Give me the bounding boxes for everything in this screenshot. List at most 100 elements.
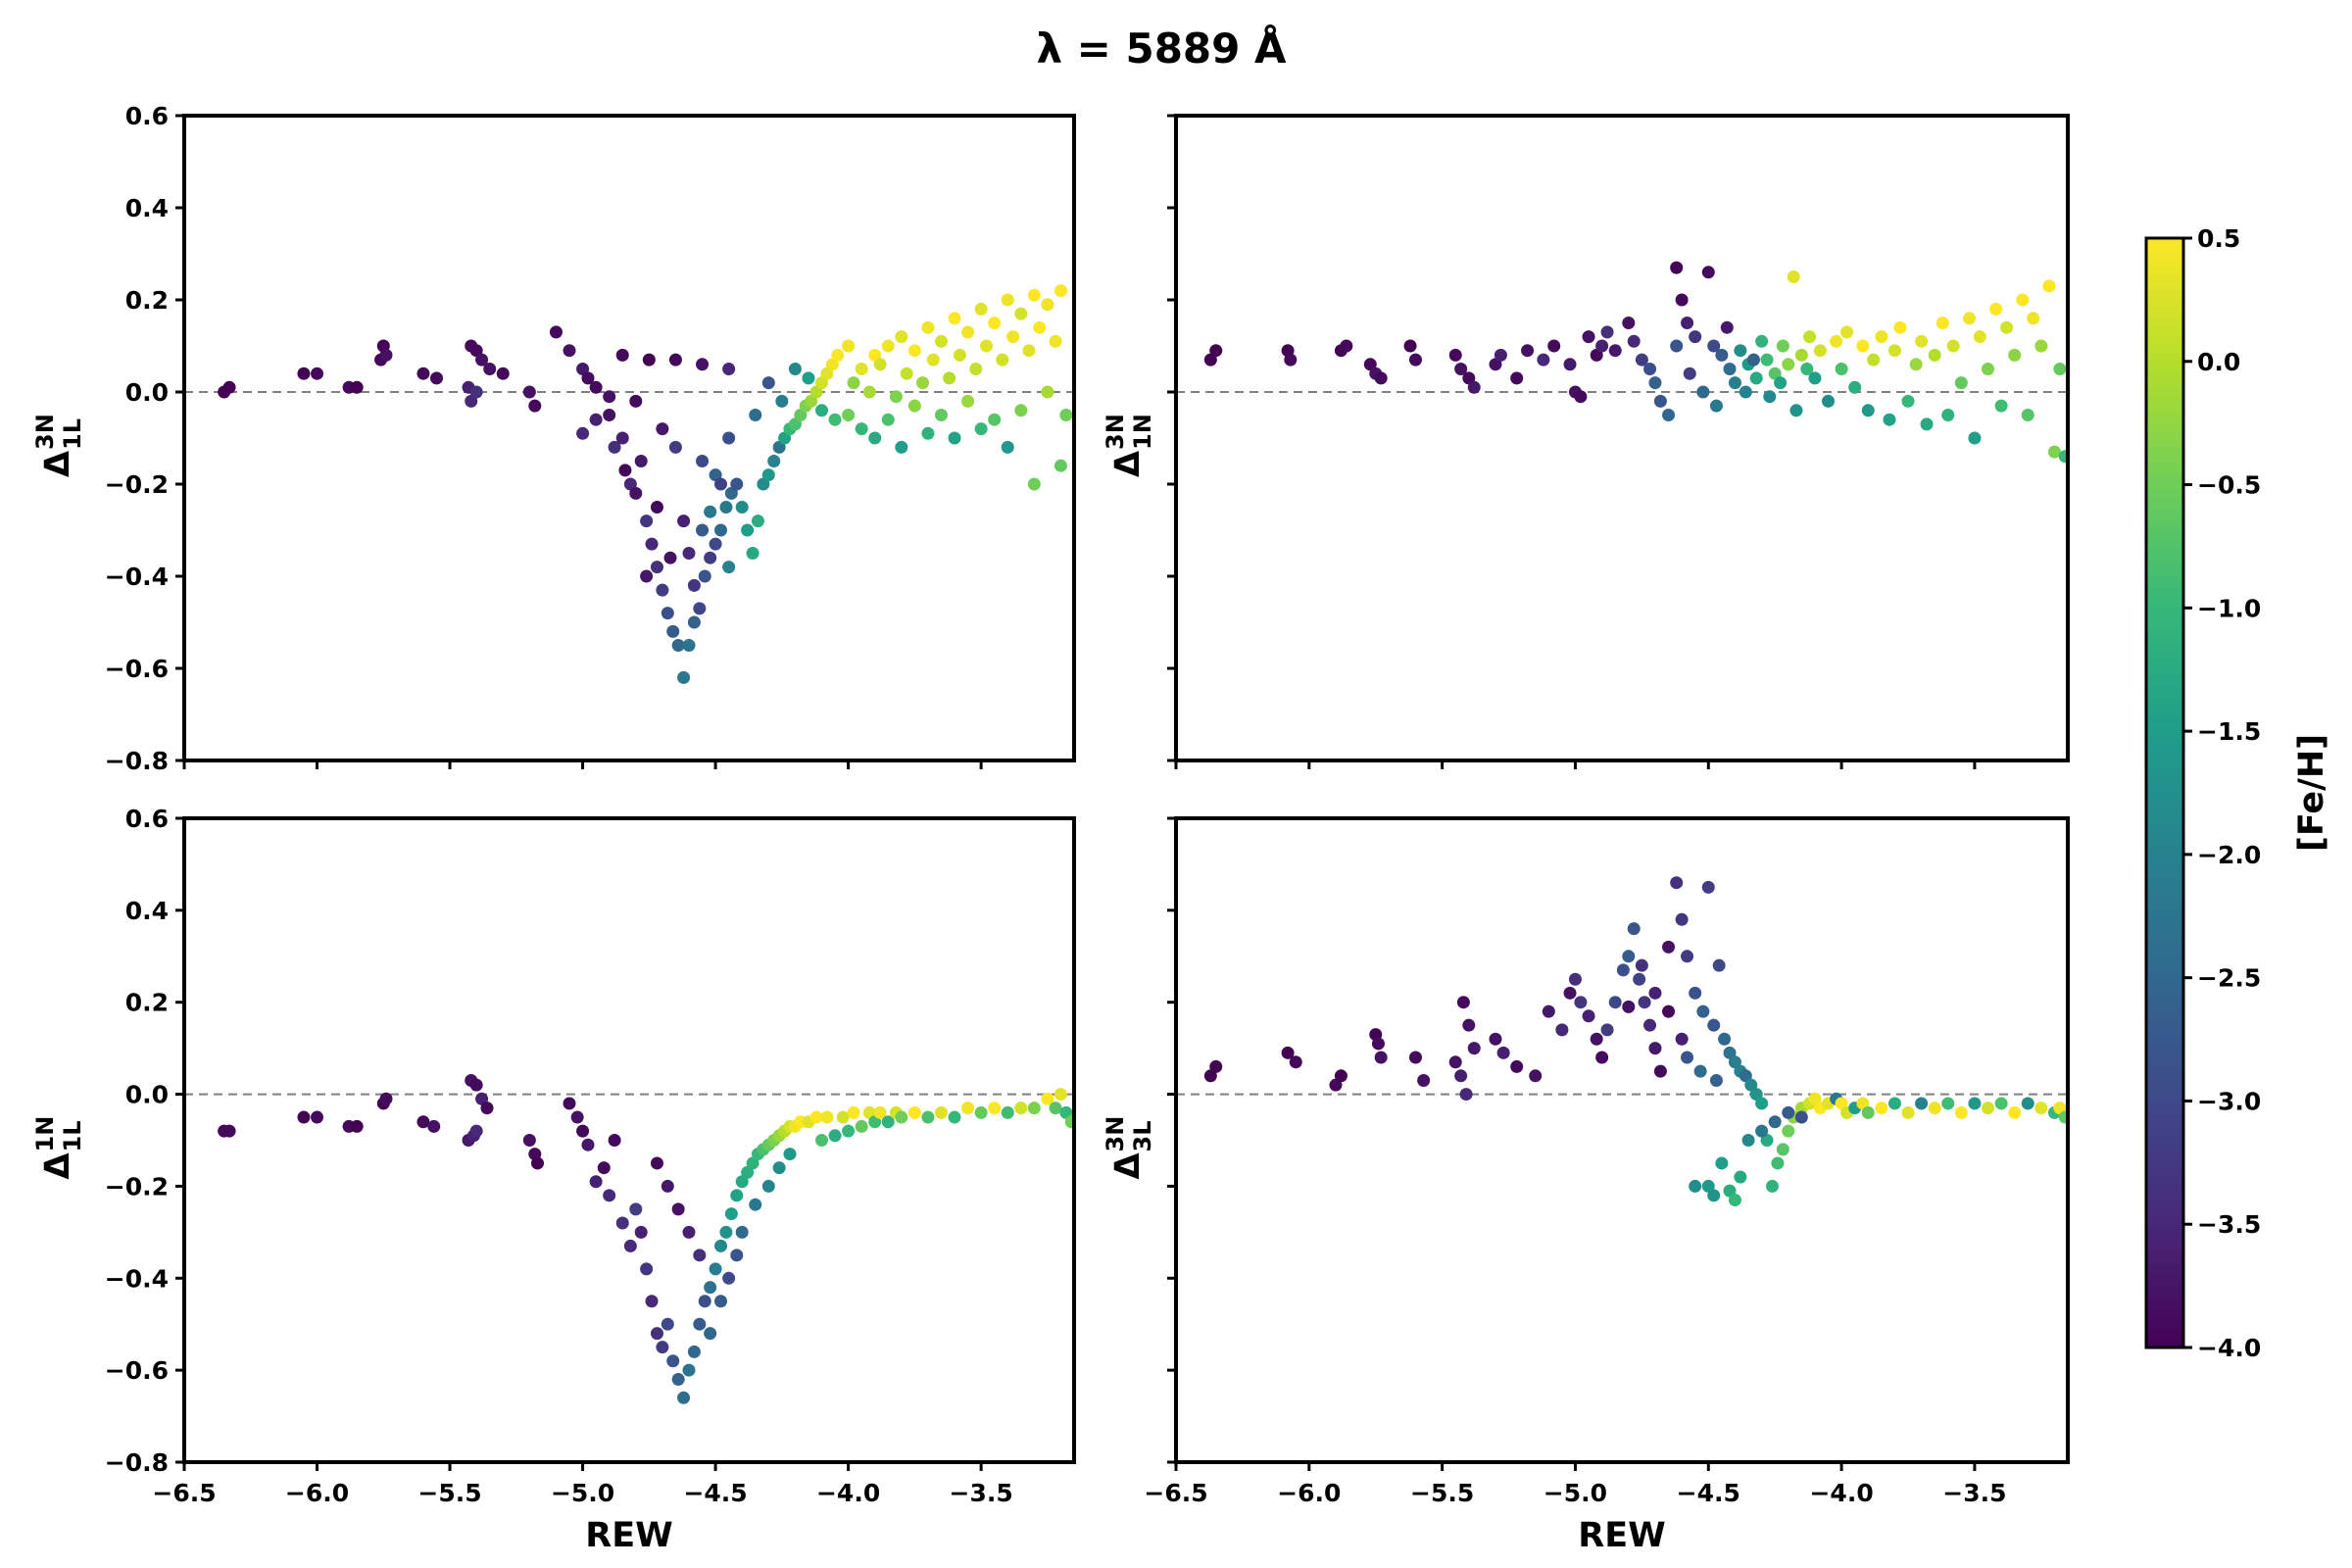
scatter-point	[1707, 339, 1721, 353]
scatter-point	[724, 1207, 738, 1221]
scatter-point	[661, 1179, 674, 1193]
scatter-point	[1462, 1018, 1476, 1032]
scatter-point	[961, 1102, 975, 1115]
scatter-point	[1054, 459, 1067, 472]
scatter-point	[682, 639, 696, 652]
scatter-point	[1915, 1097, 1929, 1110]
colorbar-tick-label: −2.5	[2197, 964, 2261, 993]
scatter-point	[788, 417, 802, 431]
scatter-point	[1861, 404, 1875, 417]
scatter-point	[1701, 266, 1715, 279]
scatter-point	[775, 394, 789, 408]
scatter-point	[1467, 1042, 1481, 1055]
scatter-point	[961, 325, 975, 339]
scatter-point	[2058, 1110, 2068, 1124]
scatter-point	[961, 394, 975, 408]
scatter-point	[1675, 912, 1689, 926]
scatter-point	[677, 1391, 691, 1404]
scatter-point	[475, 353, 489, 367]
scatter-point	[1616, 963, 1630, 977]
scatter-point	[698, 1295, 711, 1308]
y-tick-label: 0.0	[125, 378, 169, 407]
y-axis-label-subscript: 1N	[1129, 414, 1156, 450]
scatter-point	[862, 385, 876, 399]
scatter-point	[687, 1345, 701, 1358]
scatter-point	[1417, 1073, 1431, 1087]
scatter-point	[1496, 1046, 1510, 1059]
scatter-point	[1887, 1097, 1901, 1110]
scatter-point	[1006, 330, 1020, 344]
x-tick-label: −6.0	[285, 1479, 349, 1507]
scatter-point	[714, 523, 728, 537]
scatter-point	[1744, 1078, 1758, 1092]
scatter-point	[783, 1148, 797, 1161]
scatter-points	[1203, 261, 2068, 464]
scatter-point	[1794, 348, 1808, 362]
scatter-point	[1014, 404, 1028, 417]
scatter-point	[1653, 1064, 1667, 1078]
scatter-point	[693, 1317, 707, 1331]
scatter-point	[483, 363, 497, 375]
scatter-point	[1374, 371, 1388, 385]
scatter-point	[1887, 344, 1901, 358]
scatter-point	[581, 371, 595, 385]
scatter-point	[693, 1249, 707, 1262]
scatter-point	[1689, 986, 1702, 1000]
scatter-point	[921, 1110, 935, 1124]
scatter-point	[926, 353, 940, 367]
scatter-point	[788, 363, 802, 375]
scatter-point	[1600, 1023, 1614, 1037]
scatter-point	[948, 1110, 961, 1124]
x-tick-label: −4.5	[1677, 1479, 1740, 1507]
scatter-point	[1728, 1194, 1741, 1207]
scatter-point	[855, 422, 868, 436]
scatter-point	[815, 404, 829, 417]
scatter-point	[1521, 344, 1535, 358]
scatter-point	[1715, 348, 1729, 362]
scatter-point	[1595, 339, 1609, 353]
y-axis-label-symbol: Δ	[38, 451, 77, 477]
scatter-point	[2053, 363, 2067, 375]
scatter-point	[350, 1119, 364, 1133]
y-axis-label-superscript: 3N	[1102, 414, 1129, 450]
scatter-point	[988, 1102, 1002, 1115]
scatter-point	[1782, 358, 1795, 371]
scatter-point	[2034, 339, 2048, 353]
scatter-point	[1574, 996, 1588, 1009]
scatter-point	[1718, 1032, 1732, 1046]
scatter-point	[1696, 385, 1710, 399]
scatter-point	[1755, 1097, 1769, 1110]
scatter-point	[645, 1295, 659, 1308]
scatter-point	[895, 1110, 908, 1124]
scatter-point	[836, 1110, 850, 1124]
scatter-point	[1635, 958, 1648, 972]
scatter-point	[772, 440, 786, 454]
scatter-point	[1760, 353, 1774, 367]
scatter-point	[671, 639, 685, 652]
scatter-point	[1813, 344, 1827, 358]
scatter-point	[480, 1102, 494, 1115]
scatter-point	[311, 1110, 324, 1124]
scatter-point	[2008, 348, 2022, 362]
scatter-point	[379, 348, 393, 362]
scatter-point	[416, 1115, 430, 1129]
scatter-point	[1371, 1037, 1385, 1051]
scatter-point	[1635, 353, 1648, 367]
scatter-point	[1041, 385, 1054, 399]
scatter-point	[1728, 1055, 1741, 1069]
scatter-point	[1982, 363, 1995, 375]
scatter-point	[1822, 394, 1836, 408]
scatter-point	[1720, 320, 1734, 334]
scatter-point	[934, 334, 948, 348]
scatter-point	[1022, 344, 1036, 358]
scatter-point	[650, 1327, 663, 1341]
scatter-point	[855, 1119, 868, 1133]
scatter-point	[1681, 317, 1694, 329]
scatter-point	[722, 431, 736, 445]
scatter-point	[1755, 1124, 1769, 1138]
scatter-point	[530, 1156, 544, 1170]
scatter-point	[1289, 1055, 1302, 1069]
scatter-point	[1734, 1170, 1747, 1184]
y-axis-label-symbol: Δ	[38, 1152, 77, 1179]
scatter-point	[642, 353, 656, 367]
